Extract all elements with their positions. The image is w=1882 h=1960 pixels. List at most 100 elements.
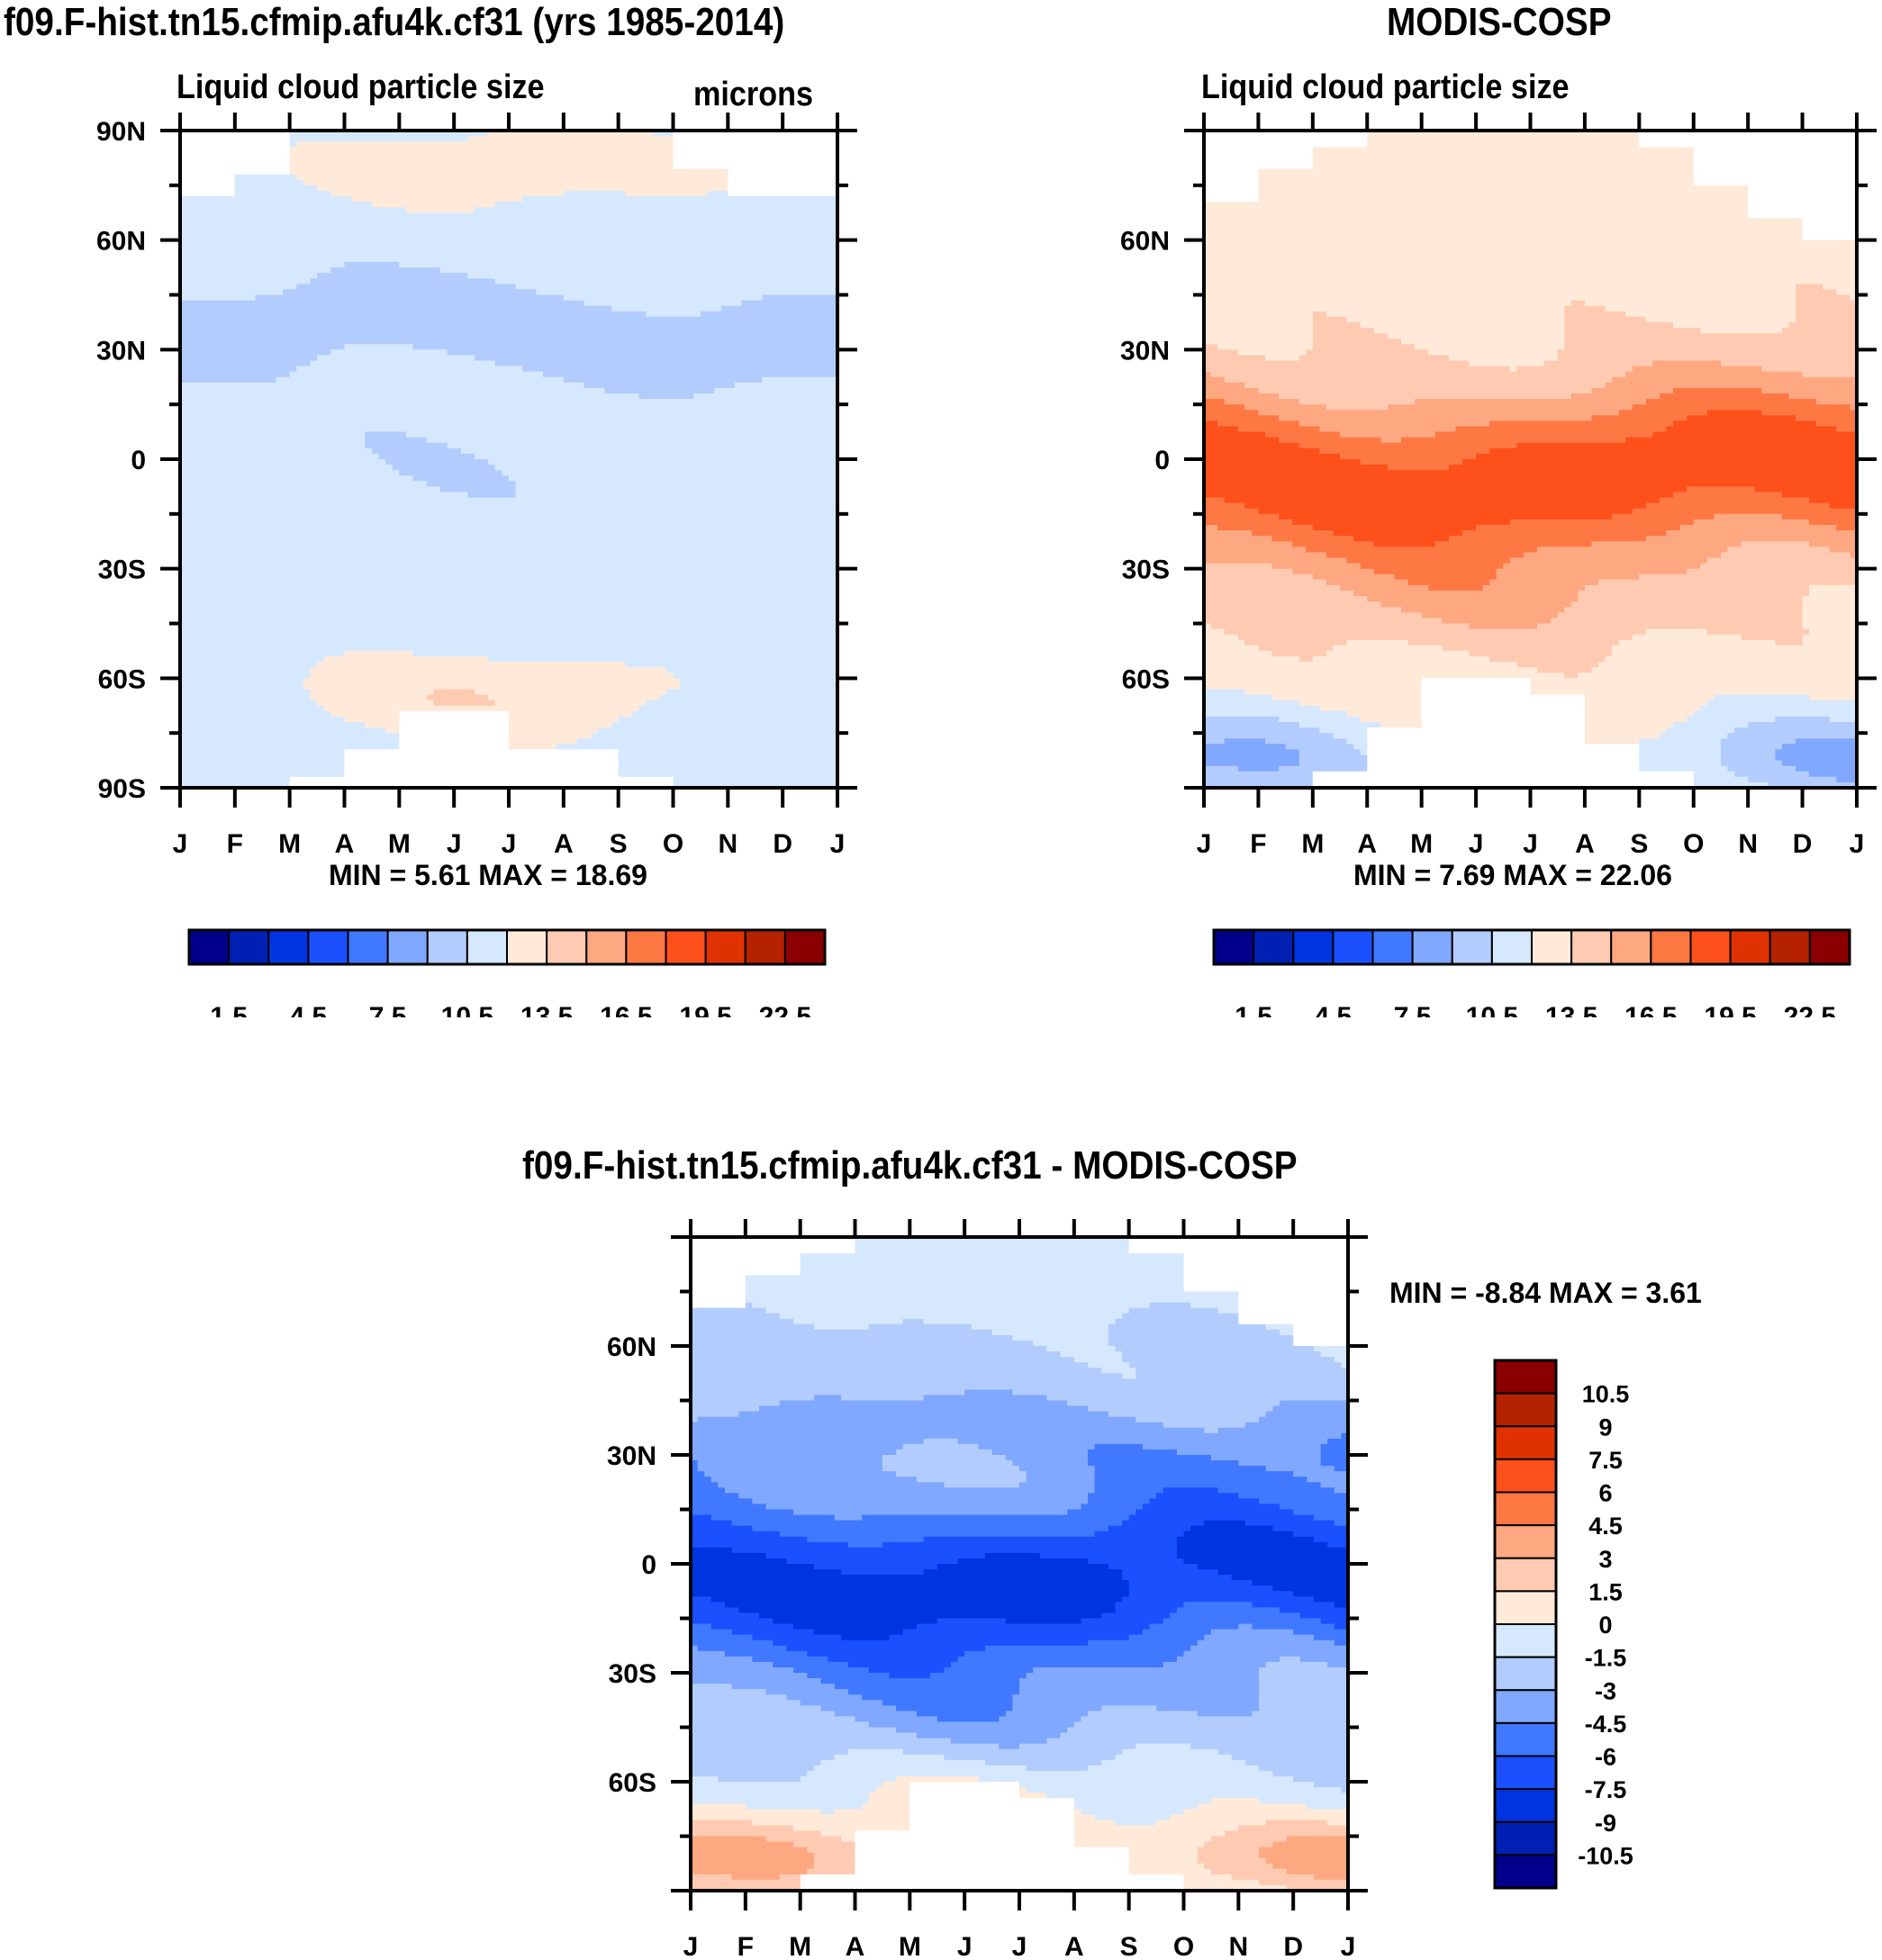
diff-contour-cell: [1088, 1460, 1239, 1467]
diff-contour-cell: [882, 1466, 1020, 1472]
diff-colorbar-label: -9: [1595, 1810, 1616, 1837]
obs-colorbar-box: [1650, 929, 1692, 965]
obs-contour-cell: [1258, 179, 1695, 186]
obs-contour-cell: [1217, 344, 1314, 350]
diff-contour-cell: [691, 1411, 739, 1418]
diff-contour-cell: [1272, 1525, 1349, 1532]
model-contour-cell: [714, 387, 838, 394]
diff-contour-cell: [1094, 1814, 1171, 1820]
obs-contour-cell: [1523, 552, 1722, 559]
diff-contour-cell: [691, 1323, 815, 1331]
diff-contour-cell: [1183, 1809, 1349, 1815]
model-contour-cell: [180, 497, 838, 504]
obs-xtick-label: M: [1410, 829, 1433, 859]
diff-colorbar-box: [1494, 1820, 1557, 1856]
diff-colorbar-box: [1494, 1359, 1557, 1395]
model-contour-cell: [180, 333, 838, 339]
diff-contour-cell: [793, 1841, 856, 1848]
obs-contour-cell: [1598, 662, 1858, 668]
model-contour-cell: [180, 311, 647, 318]
model-contour-cell: [303, 683, 681, 691]
obs-contour-cell: [1367, 136, 1640, 142]
model-contour-cell: [673, 673, 838, 679]
diff-contour-cell: [1259, 1498, 1349, 1504]
model-contour-cell: [488, 131, 654, 137]
model-contour-cell: [180, 716, 346, 723]
obs-contour-cell: [1204, 447, 1320, 455]
diff-contour-cell: [1204, 1520, 1246, 1527]
diff-contour-cell: [691, 1313, 781, 1320]
model-contour-cell: [344, 344, 414, 350]
obs-contour-cell: [1462, 530, 1668, 537]
diff-contour-cell: [999, 1743, 1020, 1750]
obs-contour-cell: [1204, 760, 1300, 767]
diff-xtick-label: J: [1012, 1932, 1027, 1960]
model-contour-cell: [330, 349, 448, 356]
diff-contour-cell: [1204, 1634, 1315, 1641]
diff-contour-cell: [691, 1422, 1164, 1429]
diff-contour-cell: [1204, 1863, 1273, 1870]
diff-contour-cell: [1108, 1411, 1267, 1418]
diff-contour-cell: [691, 1405, 760, 1413]
diff-contour-cell: [807, 1868, 856, 1875]
obs-contour-cell: [1204, 339, 1314, 345]
obs-contour-cell: [1802, 612, 1858, 619]
obs-contour-cell: [1204, 453, 1341, 460]
diff-contour-cell: [738, 1411, 1109, 1418]
model-contour-cell: [618, 771, 838, 778]
obs-contour-cell: [1204, 136, 1368, 142]
obs-contour-cell: [1578, 673, 1858, 679]
diff-contour-cell: [1101, 1612, 1171, 1619]
diff-contour-cell: [813, 1395, 842, 1401]
model-contour-cell: [180, 727, 386, 734]
obs-contour-cell: [1204, 557, 1348, 565]
diff-contour-cell: [691, 1525, 753, 1532]
model-xtick-label: N: [718, 829, 737, 859]
obs-contour-cell: [1204, 710, 1348, 718]
diff-contour-cell: [1259, 1689, 1349, 1695]
diff-contour-cell: [1183, 1280, 1349, 1287]
model-contour-cell: [515, 492, 838, 499]
diff-contour-cell: [697, 1416, 1136, 1423]
diff-contour-cell: [813, 1323, 870, 1331]
obs-xtick-label: N: [1738, 829, 1758, 859]
model-contour-cell: [180, 245, 838, 252]
obs-colorbar-box: [1729, 929, 1771, 965]
diff-contour-cell: [691, 1493, 739, 1499]
obs-contour-cell: [1204, 765, 1239, 772]
model-contour-cell: [180, 316, 838, 323]
diff-contour-cell: [779, 1531, 1096, 1538]
diff-ytick-label: 0: [641, 1550, 656, 1580]
obs-contour-cell: [1775, 749, 1858, 756]
obs-contour-cell: [1584, 710, 1695, 718]
obs-contour-cell: [1605, 656, 1858, 663]
diff-contour-cell: [1210, 1629, 1294, 1636]
obs-contour-cell: [1367, 738, 1586, 745]
diff-contour-cell: [909, 1814, 1075, 1820]
obs-contour-cell: [1809, 541, 1858, 547]
obs-contour-cell: [1748, 722, 1858, 728]
obs-contour-cell: [1312, 163, 1695, 170]
model-contour-cell: [447, 349, 838, 356]
diff-contour-cell: [800, 1700, 883, 1706]
model-contour-cell: [180, 262, 346, 268]
obs-contour-cell: [1578, 591, 1810, 597]
obs-contour-cell: [1693, 163, 1858, 170]
diff-contour-cell: [691, 1552, 767, 1559]
obs-contour-cell: [1401, 437, 1626, 444]
obs-colorbar-box: [1292, 929, 1335, 965]
obs-contour-cell: [1693, 168, 1858, 176]
diff-contour-cell: [882, 1455, 1007, 1461]
diff-contour-cell: [1170, 1612, 1301, 1619]
diff-contour-cell: [800, 1775, 897, 1783]
model-xtick-label: J: [173, 829, 188, 859]
diff-contour-cell: [1026, 1471, 1096, 1477]
obs-contour-cell: [1271, 563, 1362, 570]
model-contour-cell: [344, 754, 620, 762]
diff-contour-cell: [1293, 1329, 1349, 1336]
diff-contour-cell: [691, 1307, 767, 1314]
diff-contour-cell: [1265, 1466, 1335, 1472]
diff-colorbar-label: -7.5: [1585, 1776, 1627, 1803]
model-contour-cell: [180, 584, 838, 592]
obs-contour-cell: [1298, 399, 1416, 405]
